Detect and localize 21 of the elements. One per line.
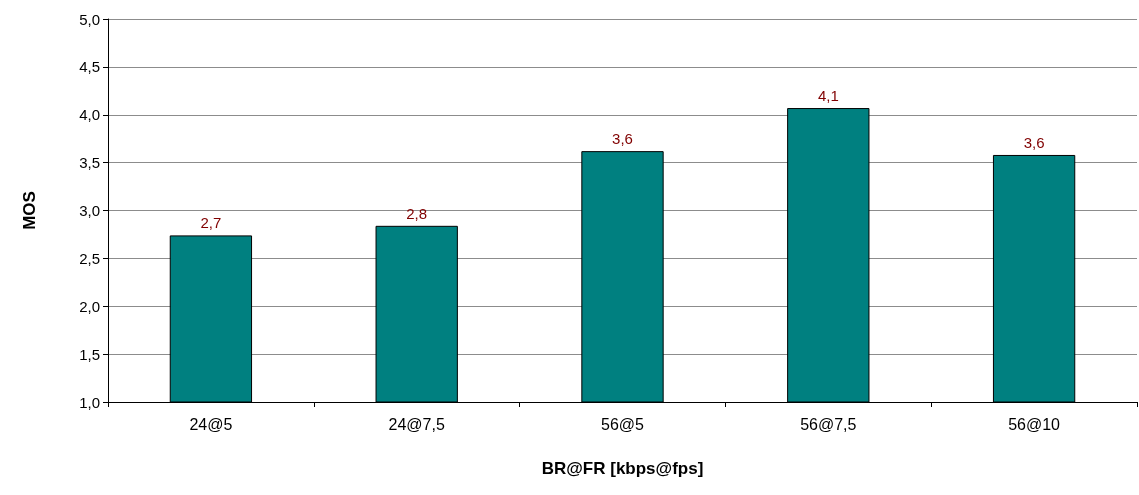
data-label: 2,7 (200, 214, 222, 232)
y-tick-label: 4,5 (79, 58, 100, 76)
data-label: 3,6 (612, 130, 633, 148)
data-label: 4,1 (817, 87, 839, 105)
y-tick-label: 5,0 (79, 10, 100, 28)
y-tick-label: 3,0 (79, 202, 100, 219)
y-tick-label: 3,5 (79, 154, 100, 172)
x-axis-title: BR@FR [kbps@fps] (541, 459, 704, 478)
y-tick-label: 4,0 (79, 106, 100, 124)
x-tick-label: 56@7,5 (800, 415, 857, 433)
data-label: 2,8 (406, 204, 428, 222)
x-tick-label: 24@7,5 (388, 415, 445, 433)
y-tick-label: 2,5 (79, 249, 100, 267)
y-tick-label: 1,5 (79, 345, 100, 363)
y-tick-label: 1,0 (79, 393, 100, 411)
x-tick-label: 56@5 (601, 415, 645, 433)
data-label: 3,6 (1023, 133, 1045, 151)
x-tick-label: 56@10 (1008, 415, 1061, 433)
x-tick-label: 24@5 (189, 415, 233, 433)
y-tick-label: 2,0 (79, 297, 100, 315)
y-axis-title: MOS (20, 191, 39, 230)
